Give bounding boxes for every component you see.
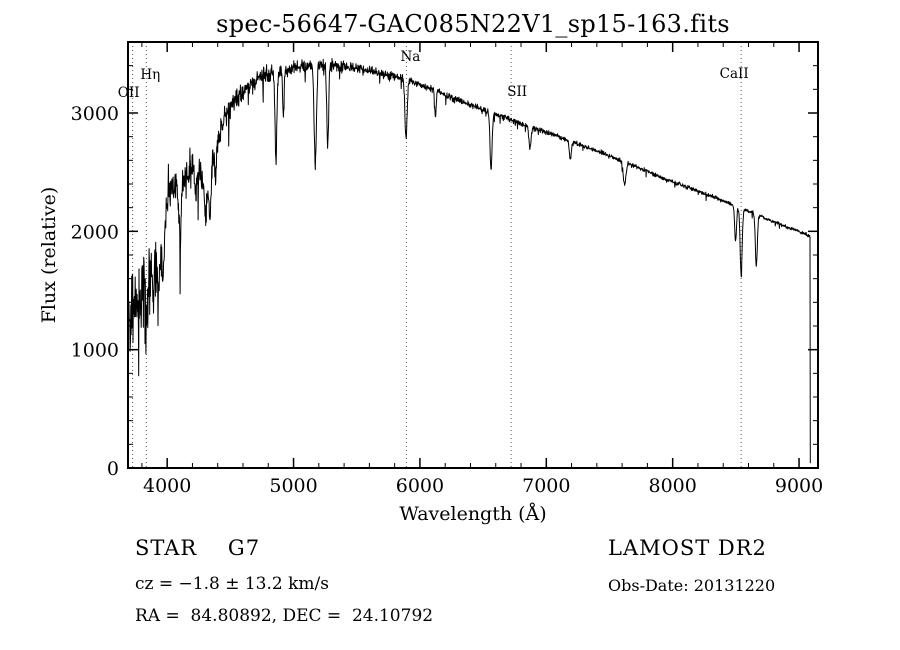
- marker-label-SII: SII: [507, 84, 527, 100]
- x-tick-label: 4000: [143, 475, 191, 497]
- axes: 4000 5000 6000 7000 8000 9000 0 1000 2000 3000 Wav…: [38, 41, 823, 525]
- plot-title: spec-56647-GAC085N22V1_sp15-163.fits: [216, 10, 730, 38]
- x-tick-label: 9000: [775, 475, 823, 497]
- y-tick-label: 2000: [71, 221, 119, 243]
- obs-date-label: Obs-Date: 20131220: [608, 576, 776, 595]
- marker-label-Hη: Hη: [140, 67, 160, 83]
- y-tick-label: 0: [107, 458, 119, 480]
- y-tick-label: 3000: [71, 103, 119, 125]
- x-axis-title: Wavelength (Å): [399, 503, 546, 525]
- survey-label: LAMOST DR2: [608, 536, 767, 560]
- cz-value-label: cz = −1.8 ± 13.2 km/s: [135, 574, 329, 594]
- x-tick-label: 8000: [648, 475, 696, 497]
- spectrum-line: [127, 58, 811, 464]
- marker-label-CaII: CaII: [720, 66, 749, 82]
- x-tick-label: 5000: [269, 475, 317, 497]
- spectrum-series: [127, 58, 811, 464]
- marker-label-Na: Na: [400, 49, 420, 65]
- y-axis-title: Flux (relative): [38, 187, 60, 324]
- x-tick-label: 6000: [396, 475, 444, 497]
- ra-dec-label: RA = 84.80892, DEC = 24.10792: [135, 606, 434, 626]
- y-tick-label: 1000: [71, 340, 119, 362]
- x-tick-label: 7000: [522, 475, 570, 497]
- object-class-label: STAR G7: [135, 536, 261, 560]
